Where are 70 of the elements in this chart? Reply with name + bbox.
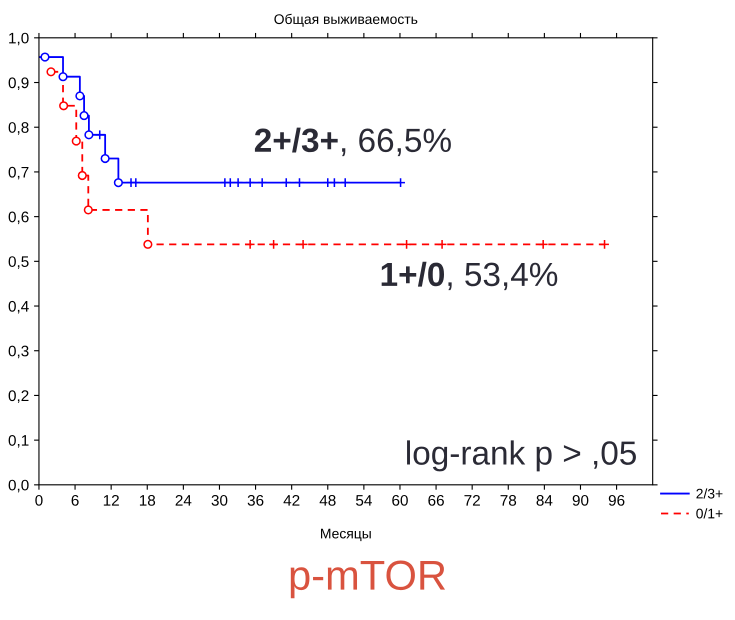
x-tick-label: 78 [500,494,516,506]
x-tick-label: 54 [356,495,372,506]
y-tick-label: 0,1 [8,435,28,448]
point [538,239,548,250]
point [401,239,412,250]
point [72,136,81,146]
annotation: , 53,4% [448,262,558,290]
point [294,177,305,188]
x-tick-label: 72 [464,494,480,506]
point [257,177,268,188]
x-axis-title: Месяцы [321,528,371,542]
x-tick-label: 90 [572,494,588,506]
y-tick-label: 0,9 [8,77,29,90]
x-tick-label: 42 [284,494,300,506]
point [329,177,340,188]
x-tick-label: 48 [320,494,336,506]
annotation: log-rank p > ,05 [407,440,636,472]
legend-label: 0/1+ [696,508,722,518]
x-tick-label: 96 [608,494,624,506]
point [80,111,89,120]
legend-label: 2/3+ [696,488,722,499]
point [100,154,110,164]
point [114,178,123,188]
point [268,239,279,250]
x-tick-label: 60 [392,494,408,506]
x-tick-label: 0 [35,494,43,506]
chart-title: Общая выживаемость [274,14,418,27]
point [436,239,448,250]
x-tick-label: 36 [248,494,264,506]
y-tick-label: 0,5 [8,256,29,269]
point [130,177,141,188]
point [599,239,610,250]
point [244,177,256,188]
x-tick-label: 84 [536,494,552,506]
point [58,72,68,82]
point [232,177,244,188]
x-tick-label: 18 [140,494,156,506]
point [340,177,350,188]
y-tick-label: 1,0 [9,32,29,46]
point [395,177,406,188]
point [94,130,105,140]
point [59,101,68,110]
point [84,205,93,214]
y-tick-label: 0,8 [8,122,29,135]
x-tick-label: 30 [212,494,228,506]
point [46,67,56,76]
y-tick-label: 0,4 [8,300,29,314]
point [225,177,236,188]
y-tick-label: 0,2 [8,390,28,403]
annotation: 2+/3+ [254,128,338,152]
point [40,52,50,62]
x-tick-label: 12 [104,494,119,506]
y-tick-label: 0,0 [8,480,29,492]
x-tick-label: 24 [176,494,192,506]
annotation: 1+/0 [382,262,444,287]
point [75,91,84,100]
point [281,177,292,188]
y-tick-label: 0,6 [8,211,29,224]
point [78,170,87,180]
point [298,239,308,250]
point [322,177,333,188]
y-tick-label: 0,3 [8,346,29,358]
point [244,239,256,250]
point [143,240,152,249]
annotation: , 66,5% [342,128,451,156]
point [84,130,94,140]
text: p-mTOR [290,560,446,598]
x-tick-label: 66 [428,494,444,506]
y-tick-label: 0,7 [8,166,28,180]
x-tick-label: 6 [72,494,79,506]
